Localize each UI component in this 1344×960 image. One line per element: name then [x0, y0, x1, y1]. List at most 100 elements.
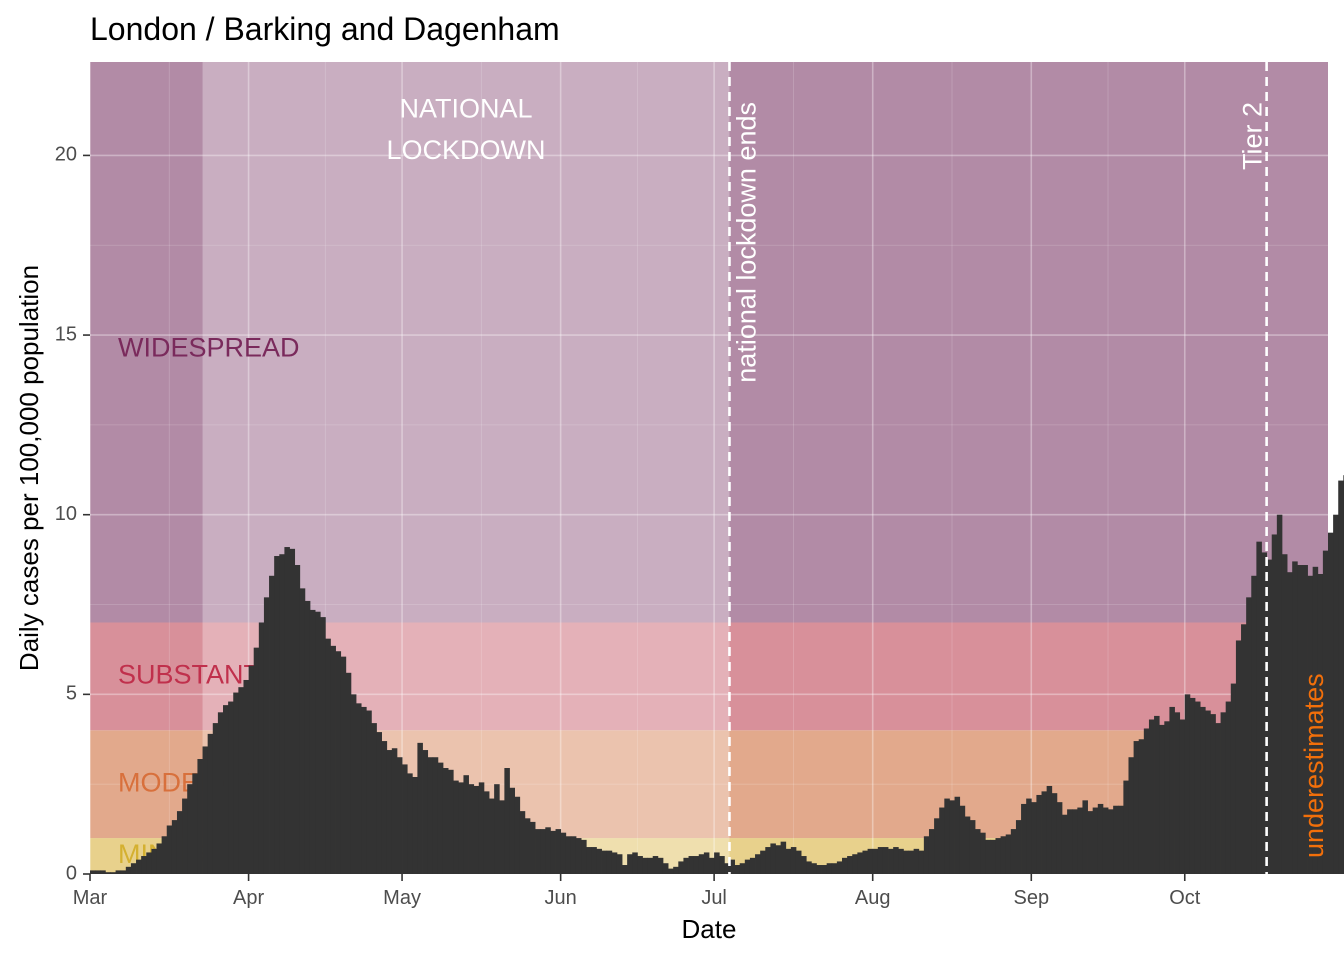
bar: [1000, 836, 1007, 874]
bar: [928, 829, 935, 874]
bar: [524, 818, 531, 874]
bar: [857, 852, 863, 874]
bar: [616, 854, 623, 874]
bar: [529, 821, 536, 874]
bar: [151, 848, 157, 874]
bar: [565, 836, 572, 874]
bar: [1102, 807, 1109, 874]
bar: [391, 748, 398, 874]
event-label: Tier 2: [1238, 102, 1268, 170]
bar: [437, 762, 444, 874]
bar: [1220, 712, 1227, 874]
bar: [944, 798, 950, 874]
bar: [279, 554, 285, 874]
bar: [478, 782, 485, 874]
bar: [417, 742, 423, 874]
bar: [964, 816, 971, 874]
bar: [836, 861, 843, 874]
bar: [100, 870, 106, 874]
underestimates-label: underestimates: [1299, 673, 1329, 858]
x-axis: Mar Apr May Jun Jul Aug Sep Oct: [73, 874, 1201, 909]
bar: [166, 825, 173, 874]
bar: [749, 857, 756, 874]
bar: [806, 861, 812, 874]
bar: [540, 829, 546, 874]
band-label-widespread: WIDESPREAD: [118, 333, 300, 363]
bar: [1010, 829, 1017, 874]
bar: [1302, 565, 1308, 874]
bar: [161, 836, 168, 874]
bar: [816, 865, 822, 874]
bar: [483, 791, 490, 874]
bar: [1021, 803, 1027, 874]
bar: [627, 854, 633, 874]
x-tick-label: Aug: [855, 887, 891, 909]
bar: [376, 732, 382, 874]
chart-title: London / Barking and Dagenham: [90, 11, 560, 47]
bar: [381, 741, 388, 874]
bar: [1159, 724, 1165, 874]
bar: [555, 829, 562, 874]
bar: [130, 863, 137, 874]
bar: [1041, 791, 1048, 874]
bar: [714, 852, 720, 874]
y-tick-label: 20: [55, 144, 77, 166]
bar: [294, 565, 301, 874]
bar: [315, 611, 321, 874]
bar: [1148, 719, 1155, 874]
bar: [1154, 715, 1160, 874]
bar: [903, 850, 909, 874]
bar: [371, 723, 377, 874]
bar: [504, 768, 510, 874]
x-tick-label: Sep: [1013, 887, 1049, 909]
bar: [1246, 597, 1252, 874]
bar: [1051, 793, 1058, 874]
bar: [724, 863, 730, 874]
bar: [1072, 809, 1078, 874]
bar: [1056, 802, 1063, 874]
bar: [575, 838, 582, 874]
bar: [611, 852, 618, 874]
bar: [115, 870, 122, 874]
bar: [228, 701, 234, 874]
bar: [698, 854, 705, 874]
bar: [514, 796, 521, 874]
bar: [330, 645, 336, 874]
bar: [985, 839, 991, 874]
bar: [1266, 559, 1273, 874]
bar: [990, 839, 996, 874]
bar: [396, 757, 403, 874]
bar: [647, 857, 654, 874]
bar: [141, 856, 147, 874]
bar: [703, 852, 710, 874]
bar: [693, 856, 700, 874]
bar: [652, 856, 659, 874]
bar: [852, 854, 858, 874]
bar: [1322, 550, 1329, 874]
threshold-bands: [90, 62, 1328, 874]
bar: [345, 672, 352, 874]
bar: [668, 868, 674, 874]
bar: [1138, 739, 1145, 874]
bar: [1210, 714, 1216, 874]
bar: [386, 750, 393, 874]
bar: [146, 852, 152, 874]
bar: [1128, 757, 1135, 874]
bar: [908, 850, 915, 874]
bar: [1333, 514, 1339, 874]
bar: [877, 847, 884, 874]
bar: [136, 859, 142, 874]
bar: [550, 830, 556, 874]
bar: [734, 865, 741, 874]
bar: [545, 827, 551, 874]
bar: [780, 841, 787, 874]
bar: [1026, 798, 1032, 874]
bar: [304, 600, 311, 874]
bar: [898, 848, 904, 874]
bar: [657, 857, 664, 874]
bar: [1292, 561, 1298, 874]
bar: [176, 811, 183, 874]
bar: [785, 848, 792, 874]
bar: [790, 847, 797, 874]
x-tick-label: May: [383, 887, 421, 909]
